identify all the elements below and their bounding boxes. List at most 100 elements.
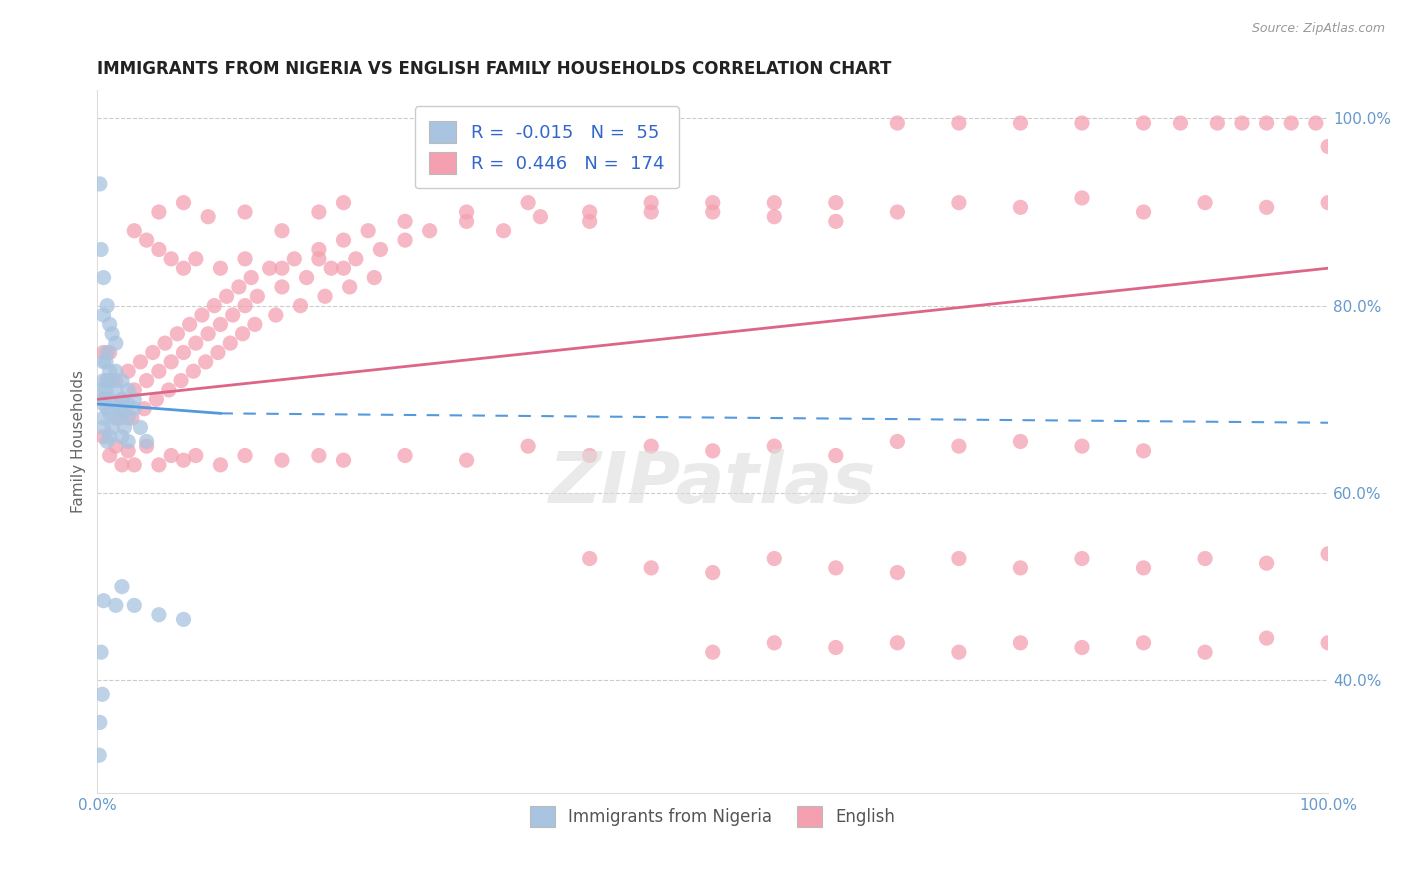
Point [121, 411, 143, 425]
Point [578, 449, 600, 463]
Point [93, 411, 115, 425]
Point [456, 205, 478, 219]
Point [93, 345, 115, 359]
Point [98, 449, 121, 463]
Point [124, 401, 146, 416]
Point [184, 252, 207, 266]
Point [160, 355, 183, 369]
Point [117, 364, 139, 378]
Point [93, 270, 115, 285]
Point [101, 420, 124, 434]
Point [135, 439, 157, 453]
Point [148, 364, 170, 378]
Point [111, 392, 134, 407]
Point [332, 195, 354, 210]
Point [1010, 561, 1032, 575]
Point [308, 449, 330, 463]
Point [96, 401, 118, 416]
Point [96, 374, 118, 388]
Point [104, 411, 127, 425]
Point [184, 449, 207, 463]
Point [148, 243, 170, 257]
Point [117, 411, 139, 425]
Point [98, 318, 121, 332]
Point [1132, 205, 1154, 219]
Point [98, 345, 121, 359]
Point [160, 449, 183, 463]
Point [394, 449, 416, 463]
Point [104, 374, 127, 388]
Point [517, 195, 540, 210]
Point [124, 224, 146, 238]
Point [886, 116, 908, 130]
Text: ZIPatlas: ZIPatlas [550, 449, 876, 518]
Point [640, 561, 662, 575]
Point [271, 224, 294, 238]
Point [1010, 636, 1032, 650]
Point [96, 345, 118, 359]
Point [93, 308, 115, 322]
Point [332, 453, 354, 467]
Point [763, 636, 786, 650]
Point [129, 420, 152, 434]
Point [184, 336, 207, 351]
Point [90, 243, 112, 257]
Point [98, 392, 121, 407]
Point [763, 551, 786, 566]
Point [271, 261, 294, 276]
Point [148, 458, 170, 472]
Point [640, 205, 662, 219]
Point [1206, 116, 1229, 130]
Point [308, 205, 330, 219]
Legend: Immigrants from Nigeria, English: Immigrants from Nigeria, English [523, 800, 903, 833]
Point [492, 224, 515, 238]
Point [101, 326, 124, 341]
Point [202, 299, 225, 313]
Point [90, 645, 112, 659]
Point [157, 383, 180, 397]
Point [111, 406, 134, 420]
Point [124, 383, 146, 397]
Point [264, 308, 287, 322]
Point [124, 599, 146, 613]
Text: Source: ZipAtlas.com: Source: ZipAtlas.com [1251, 22, 1385, 36]
Point [394, 233, 416, 247]
Point [271, 453, 294, 467]
Point [91, 687, 114, 701]
Point [763, 210, 786, 224]
Point [94, 355, 117, 369]
Point [1170, 116, 1192, 130]
Point [1317, 195, 1340, 210]
Point [93, 397, 115, 411]
Point [259, 261, 281, 276]
Point [142, 345, 165, 359]
Point [456, 214, 478, 228]
Point [886, 434, 908, 449]
Point [232, 326, 254, 341]
Point [240, 270, 263, 285]
Point [1256, 116, 1278, 130]
Point [117, 443, 139, 458]
Point [93, 355, 115, 369]
Point [1305, 116, 1327, 130]
Point [108, 401, 131, 416]
Point [111, 374, 134, 388]
Point [246, 289, 269, 303]
Point [702, 443, 724, 458]
Point [1317, 139, 1340, 153]
Point [344, 252, 367, 266]
Point [233, 449, 256, 463]
Point [135, 233, 157, 247]
Point [111, 392, 134, 407]
Point [104, 383, 127, 397]
Point [153, 336, 176, 351]
Point [215, 289, 238, 303]
Point [98, 430, 121, 444]
Point [183, 364, 205, 378]
Point [89, 748, 111, 763]
Point [1010, 434, 1032, 449]
Point [96, 299, 118, 313]
Point [824, 214, 846, 228]
Point [824, 449, 846, 463]
Point [219, 336, 242, 351]
